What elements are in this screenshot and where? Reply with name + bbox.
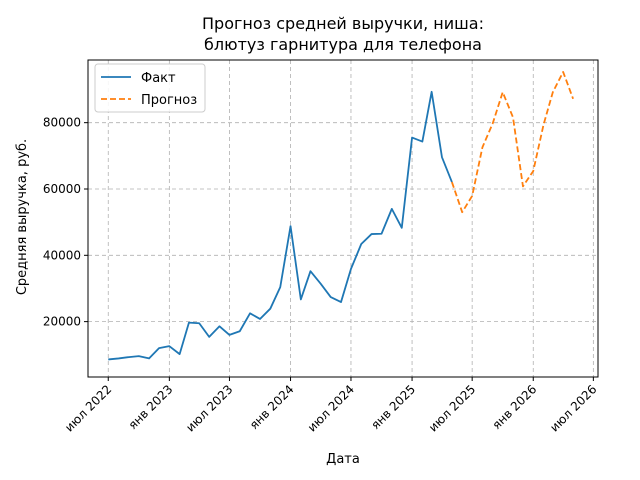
y-tick-label: 60000 [43, 182, 81, 196]
grid-lines [88, 60, 598, 377]
y-tick-label: 20000 [43, 315, 81, 329]
series-lines [108, 71, 574, 361]
chart-title-line-2: блютуз гарнитура для телефона [204, 35, 482, 54]
legend-label-fact: Факт [141, 71, 176, 86]
y-axis-label: Средняя выручка, руб. [15, 139, 30, 295]
plot-area-frame [87, 59, 599, 378]
legend-label-forecast: Прогноз [141, 93, 197, 108]
legend: Факт Прогноз [94, 63, 206, 113]
series-line-fact [108, 90, 453, 361]
chart-title-line-1: Прогноз средней выручки, ниша: [202, 14, 484, 33]
y-tick-label: 80000 [43, 116, 81, 130]
series-line-forecast [451, 71, 574, 214]
x-axis-label: Дата [326, 452, 360, 467]
legend-box [94, 63, 206, 113]
y-tick-label: 40000 [43, 248, 81, 262]
